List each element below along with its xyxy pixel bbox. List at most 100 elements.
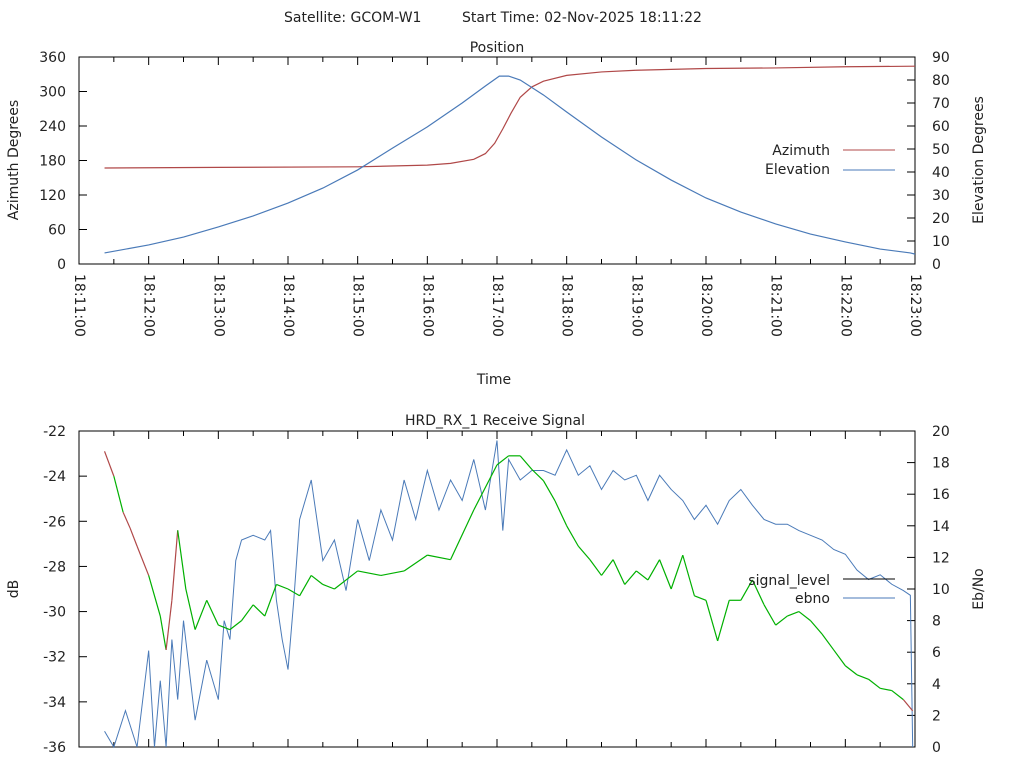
y-tick-label: -28 xyxy=(43,559,66,575)
signal-level-segment xyxy=(763,604,777,626)
azimuth-line xyxy=(104,65,916,169)
signal-level-segment xyxy=(775,615,788,626)
x-tick-label: 18:22:00 xyxy=(837,274,853,337)
signal-level-segment xyxy=(357,570,382,577)
position-x-axis-label: Time xyxy=(476,372,511,388)
signal-level-segment xyxy=(566,525,579,547)
signal-level-segment xyxy=(740,579,753,601)
legend-azimuth-label: Azimuth xyxy=(772,143,830,159)
signal-level-segment xyxy=(171,530,179,601)
y-tick-label: -30 xyxy=(43,605,66,621)
signal-level-segment xyxy=(206,600,219,626)
y-tick-label: -36 xyxy=(43,740,66,756)
y2-tick-label: 10 xyxy=(932,234,950,250)
signal-level-segment xyxy=(612,559,626,585)
x-tick-label: 18:13:00 xyxy=(210,274,226,337)
signal-level-segment xyxy=(287,588,300,597)
signal-level-segment xyxy=(252,604,266,617)
signal-level-segment xyxy=(694,595,707,601)
y2-tick-label: 14 xyxy=(932,519,950,535)
signal-level-segment xyxy=(473,464,498,511)
legend-elevation-label: Elevation xyxy=(765,162,830,178)
signal-level-segment xyxy=(276,583,289,590)
signal-level-segment xyxy=(334,570,359,590)
signal-level-segment xyxy=(705,600,719,642)
y-tick-label: -24 xyxy=(43,469,66,485)
signal-level-segment xyxy=(229,620,242,631)
y2-tick-label: 80 xyxy=(932,73,950,89)
position-legend: Azimuth Elevation xyxy=(765,143,895,178)
legend-signal-level-label: signal_level xyxy=(748,573,830,589)
y2-tick-label: 70 xyxy=(932,96,950,112)
x-tick-label: 18:19:00 xyxy=(628,274,644,337)
position-x-ticks: 18:11:00 18:12:00 18:13:00 18:14:00 18:15:00… xyxy=(71,57,923,337)
x-tick-label: 18:21:00 xyxy=(768,274,784,337)
x-tick-label: 18:12:00 xyxy=(141,274,157,337)
y-tick-label: -22 xyxy=(43,424,66,440)
signal-plot-frame xyxy=(78,430,916,748)
signal-level-segment xyxy=(821,633,835,651)
signal-level-segment xyxy=(717,600,730,642)
start-time-label: Start Time: 02-Nov-2025 18:11:22 xyxy=(462,10,702,26)
signal-y-ticks: -36 -34 -32 -30 -28 -26 -24 -22 xyxy=(43,424,87,756)
signal-level-segment xyxy=(218,624,231,631)
y-tick-label: 120 xyxy=(39,188,66,204)
signal-x-ticks xyxy=(113,431,881,747)
y2-tick-label: 6 xyxy=(932,645,941,661)
position-y2-axis-label: Elevation Degrees xyxy=(971,96,987,224)
signal-level-segment xyxy=(322,583,335,590)
signal-level-segment xyxy=(159,615,167,651)
signal-level-segment xyxy=(165,600,173,651)
y2-tick-label: 50 xyxy=(932,142,950,158)
y-tick-label: -34 xyxy=(43,695,66,711)
signal-level-segment xyxy=(751,579,765,606)
signal-level-segment xyxy=(798,611,811,622)
signal-level-segment xyxy=(891,690,904,701)
y2-tick-label: 10 xyxy=(932,582,950,598)
signal-level-segment xyxy=(122,512,131,529)
signal-level-segment xyxy=(531,468,544,482)
y2-tick-label: 20 xyxy=(932,211,950,227)
y2-tick-label: 60 xyxy=(932,119,950,135)
signal-level-segment xyxy=(380,570,405,577)
position-chart: Position 18:11:00 18:12:00 18:13:00 18:14:0… xyxy=(6,40,987,388)
y2-tick-label: 0 xyxy=(932,257,941,273)
signal-series xyxy=(103,440,914,749)
position-y-ticks: 0 60 120 180 240 300 360 xyxy=(39,50,87,273)
signal-level-segment xyxy=(844,665,858,676)
signal-level-segment xyxy=(241,604,254,621)
elevation-line xyxy=(104,75,916,255)
signal-level-segment xyxy=(601,559,614,576)
signal-level-segment xyxy=(856,674,869,680)
x-tick-label: 18:20:00 xyxy=(698,274,714,337)
signal-level-segment xyxy=(810,620,823,635)
position-y-axis-label: Azimuth Degrees xyxy=(6,100,22,220)
position-y2-ticks: 0 10 20 30 40 50 60 70 80 90 xyxy=(907,50,950,273)
signal-level-segment xyxy=(129,527,138,547)
signal-level-segment xyxy=(450,509,475,560)
signal-level-segment xyxy=(635,570,649,581)
signal-level-segment xyxy=(647,559,661,581)
signal-level-segment xyxy=(136,545,150,576)
position-chart-title: Position xyxy=(470,40,525,56)
signal-level-segment xyxy=(624,570,637,585)
signal-level-segment xyxy=(403,554,428,572)
x-tick-label: 18:16:00 xyxy=(419,274,435,337)
x-tick-label: 18:15:00 xyxy=(350,274,366,337)
y2-tick-label: 4 xyxy=(932,677,941,693)
signal-level-segment xyxy=(310,574,324,585)
signal-level-segment xyxy=(264,584,277,617)
signal-level-segment xyxy=(519,455,533,470)
signal-level-segment xyxy=(554,500,568,527)
signal-level-segment xyxy=(427,554,451,561)
signal-level-segment xyxy=(658,559,672,590)
signal-level-segment xyxy=(682,554,695,596)
y-tick-label: 300 xyxy=(39,85,66,101)
signal-level-segment xyxy=(589,559,602,576)
y2-tick-label: 8 xyxy=(932,614,941,630)
y2-tick-label: 12 xyxy=(932,550,950,566)
signal-level-segment xyxy=(177,530,187,590)
y2-tick-label: 30 xyxy=(932,188,950,204)
signal-level-segment xyxy=(880,687,892,692)
